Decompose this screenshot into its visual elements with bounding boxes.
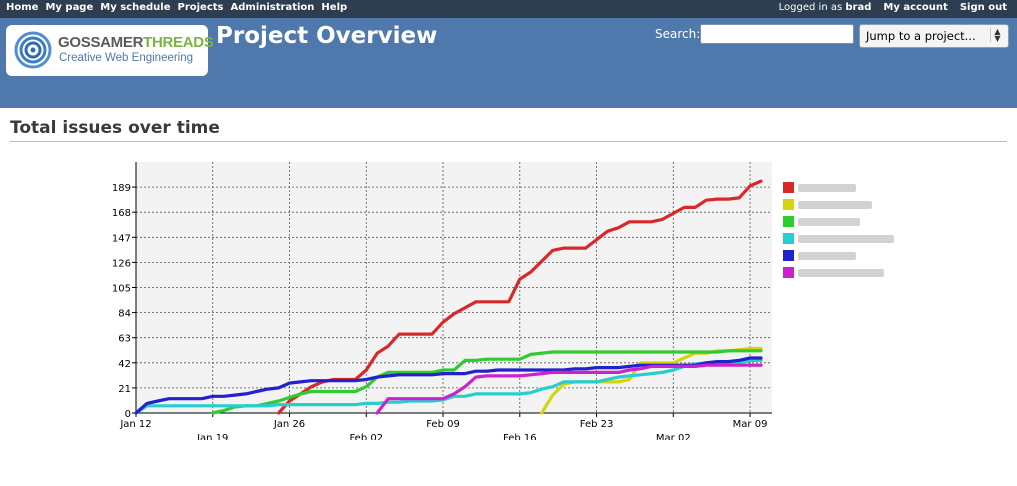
sign-out-link[interactable]: Sign out [959,2,1007,13]
logo-brand-part1: GOSSAMER [58,34,144,51]
legend-swatch-4 [783,233,794,244]
top-nav: Home My page My schedule Projects Admini… [6,2,347,13]
x-tick-label: Jan 19 [196,433,228,440]
x-tick-label: Feb 02 [349,433,383,440]
series-line-3 [211,349,763,415]
legend-swatch-3 [783,216,794,227]
my-account-link[interactable]: My account [883,2,948,13]
y-tick-label: 84 [118,309,131,320]
header: GOSSAMERTHREADS Creative Web Engineering… [0,18,1017,108]
section-title: Total issues over time [10,118,220,138]
legend-swatch-6 [783,267,794,278]
legend-label-redacted-2 [798,201,872,209]
account-menu: Logged in as brad My account Sign out [779,2,1007,13]
y-tick-label: 147 [112,233,131,244]
y-tick-label: 42 [118,359,131,370]
chart-legend [783,182,894,278]
section-divider [10,141,1007,142]
nav-my-schedule-link[interactable]: My schedule [100,2,171,13]
nav-help-link[interactable]: Help [321,2,348,13]
chart-ticks: 0 21 42 63 84 105 126 147 168 189 Jan 12 Jan 19 Jan … [112,183,768,440]
nav-administration-link[interactable]: Administration [230,2,315,13]
search-label: Search: [655,27,701,41]
series-line-4 [134,358,763,415]
page-title: Project Overview [216,23,438,49]
jump-to-project-select[interactable]: Jump to a project... ▲ ▼ [859,24,1009,48]
logo-tagline: Creative Web Engineering [59,52,194,64]
x-tick-label: Feb 09 [426,419,460,430]
legend-label-redacted-3 [798,218,860,226]
legend-label-redacted-4 [798,235,894,243]
x-tick-label: Jan 12 [119,419,151,430]
series-line-1 [277,179,763,415]
issues-over-time-chart: 0 21 42 63 84 105 126 147 168 189 Jan 12 Jan 19 Jan … [112,162,894,440]
x-tick-label: Feb 16 [503,433,537,440]
x-tick-label: Mar 09 [733,419,768,430]
y-tick-label: 126 [112,258,131,269]
chevron-up-down-icon: ▲ ▼ [990,28,1004,43]
top-menu-bar: Home My page My schedule Projects Admini… [0,0,1017,18]
legend-label-redacted-1 [798,184,856,192]
logo-brand: GOSSAMERTHREADS [58,34,214,51]
logo-brand-part2: THREADS [143,34,214,51]
logged-in-status: Logged in as brad [779,2,872,13]
y-tick-label: 189 [112,183,131,194]
x-tick-label: Jan 26 [273,419,305,430]
y-tick-label: 0 [125,409,131,420]
series-line-6 [375,363,763,415]
y-tick-label: 168 [112,208,131,219]
logged-in-prefix: Logged in as [778,2,843,13]
chart-series [134,179,763,415]
nav-projects-link[interactable]: Projects [177,2,224,13]
legend-label-redacted-5 [798,252,856,260]
logo-swirl-icon [14,31,52,69]
username-link[interactable]: brad [845,2,872,13]
legend-swatch-2 [783,199,794,210]
legend-swatch-1 [783,182,794,193]
nav-home-link[interactable]: Home [6,2,39,13]
nav-my-page-link[interactable]: My page [45,2,94,13]
search-input[interactable] [700,24,854,44]
logo[interactable]: GOSSAMERTHREADS Creative Web Engineering [6,25,214,76]
legend-label-redacted-6 [798,269,884,277]
y-tick-label: 105 [112,284,131,295]
y-tick-label: 63 [118,334,131,345]
jump-to-project-value: Jump to a project... [866,29,976,43]
x-tick-label: Mar 02 [656,433,691,440]
y-tick-label: 21 [118,384,131,395]
x-tick-label: Feb 23 [580,419,614,430]
legend-swatch-5 [783,250,794,261]
